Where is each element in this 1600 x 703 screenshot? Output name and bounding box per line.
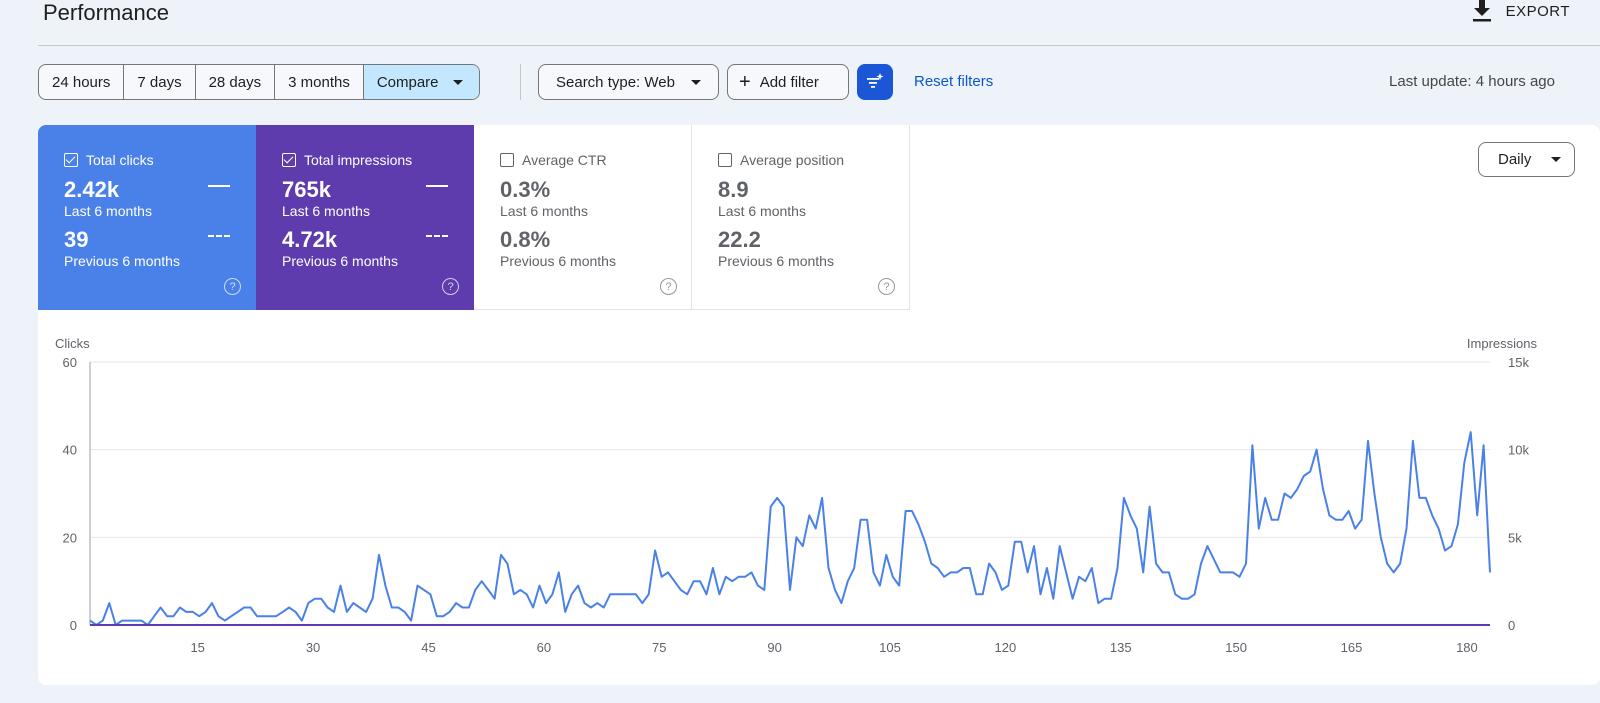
chart-svg: 0 0 20 5k 40 10k 60 15k Clicks Impressions 15 30 45 6…	[55, 336, 1538, 655]
checkbox-icon[interactable]	[282, 153, 296, 167]
filter-sparkle-icon	[867, 73, 884, 88]
metric-prev-period: Previous 6 months	[64, 253, 180, 269]
y-tick-label-right: 15k	[1508, 355, 1529, 370]
metric-value: 2.42k	[64, 177, 120, 202]
compare-dropdown[interactable]: Compare	[363, 65, 479, 99]
dashed-line-legend-icon	[426, 235, 448, 237]
metric-prev-value: 0.8%	[500, 227, 551, 252]
export-label: EXPORT	[1505, 2, 1570, 20]
checkbox-icon[interactable]	[500, 153, 514, 167]
last-update-text: Last update: 4 hours ago	[1389, 73, 1555, 90]
x-tick-label: 120	[995, 640, 1017, 655]
metric-period: Last 6 months	[64, 203, 152, 219]
granularity-dropdown[interactable]: Daily	[1478, 142, 1575, 177]
toolbar: 24 hours 7 days 28 days 3 months Compare…	[38, 64, 1600, 100]
compare-label: Compare	[376, 73, 439, 91]
range-28-days[interactable]: 28 days	[196, 65, 276, 99]
metric-prev-value: 22.2	[718, 227, 761, 252]
series-line-clicks	[89, 431, 1491, 626]
range-24-hours[interactable]: 24 hours	[39, 65, 125, 99]
help-icon[interactable]: ?	[442, 278, 459, 295]
help-icon[interactable]: ?	[224, 278, 241, 295]
add-filter-label: Add filter	[759, 73, 819, 91]
x-tick-label: 165	[1341, 640, 1363, 655]
reset-filters-link[interactable]: Reset filters	[914, 73, 994, 90]
metric-label: Total clicks	[86, 152, 154, 168]
x-tick-label: 45	[421, 640, 435, 655]
x-tick-label: 150	[1225, 640, 1247, 655]
metric-prev-value: 4.72k	[282, 227, 338, 252]
metric-prev-period: Previous 6 months	[500, 253, 616, 269]
checkbox-icon[interactable]	[718, 153, 732, 167]
export-button[interactable]: EXPORT	[1472, 0, 1570, 22]
performance-card: Total clicks 2.42k Last 6 months 39 Prev…	[38, 125, 1600, 685]
metric-label: Average CTR	[522, 152, 607, 168]
metric-average-ctr[interactable]: Average CTR 0.3% Last 6 months 0.8% Prev…	[474, 125, 692, 310]
y-tick-label-right: 10k	[1508, 443, 1529, 458]
date-range-selector: 24 hours 7 days 28 days 3 months Compare	[38, 64, 480, 100]
x-tick-label: 60	[537, 640, 551, 655]
y-tick-label-left: 20	[63, 530, 77, 545]
y-tick-label-left: 40	[63, 443, 77, 458]
add-filter-button[interactable]: + Add filter	[727, 64, 849, 100]
metric-total-clicks[interactable]: Total clicks 2.42k Last 6 months 39 Prev…	[38, 125, 256, 310]
caret-down-icon	[1551, 157, 1562, 162]
granularity-label: Daily	[1498, 151, 1532, 168]
page-title: Performance	[43, 0, 169, 25]
metric-average-position[interactable]: Average position 8.9 Last 6 months 22.2 …	[692, 125, 910, 310]
metric-total-impressions[interactable]: Total impressions 765k Last 6 months 4.7…	[256, 125, 474, 310]
y-tick-label-left: 60	[63, 355, 77, 370]
y-axis-title-left: Clicks	[55, 336, 90, 351]
metric-prev-period: Previous 6 months	[718, 253, 834, 269]
solid-line-legend-icon	[426, 185, 448, 187]
x-tick-label: 180	[1456, 640, 1478, 655]
search-type-dropdown[interactable]: Search type: Web	[538, 64, 719, 100]
x-tick-label: 90	[767, 640, 781, 655]
checkbox-icon[interactable]	[64, 153, 78, 167]
help-icon[interactable]: ?	[660, 278, 677, 295]
toolbar-divider	[520, 64, 521, 100]
metric-label: Total impressions	[304, 152, 413, 168]
metric-value: 765k	[282, 177, 331, 202]
caret-down-icon	[452, 79, 463, 85]
range-3-months[interactable]: 3 months	[275, 65, 364, 99]
dashed-line-legend-icon	[208, 235, 230, 237]
metric-period: Last 6 months	[718, 203, 806, 219]
help-icon[interactable]: ?	[878, 278, 895, 295]
metric-label: Average position	[740, 152, 845, 168]
download-icon	[1472, 0, 1491, 22]
metric-value: 8.9	[718, 177, 749, 202]
x-tick-label: 15	[190, 640, 204, 655]
y-tick-label-right: 0	[1508, 618, 1515, 633]
performance-chart: 0 0 20 5k 40 10k 60 15k Clicks Impressions 15 30 45 6…	[38, 330, 1600, 670]
search-type-label: Search type: Web	[556, 73, 675, 91]
header-divider	[38, 45, 1600, 46]
metric-prev-period: Previous 6 months	[282, 253, 398, 269]
smart-filter-button[interactable]	[857, 64, 893, 100]
range-7-days[interactable]: 7 days	[124, 65, 196, 99]
x-tick-label: 135	[1110, 640, 1132, 655]
metric-period: Last 6 months	[500, 203, 588, 219]
y-tick-label-left: 0	[70, 618, 77, 633]
solid-line-legend-icon	[208, 185, 230, 187]
y-tick-label-right: 5k	[1508, 530, 1522, 545]
x-tick-label: 75	[652, 640, 666, 655]
metric-value: 0.3%	[500, 177, 551, 202]
metric-prev-value: 39	[64, 227, 89, 252]
metric-period: Last 6 months	[282, 203, 370, 219]
y-axis-title-right: Impressions	[1467, 336, 1538, 351]
x-tick-label: 105	[879, 640, 901, 655]
plus-icon: +	[739, 71, 751, 93]
x-tick-label: 30	[306, 640, 320, 655]
caret-down-icon	[690, 79, 701, 85]
